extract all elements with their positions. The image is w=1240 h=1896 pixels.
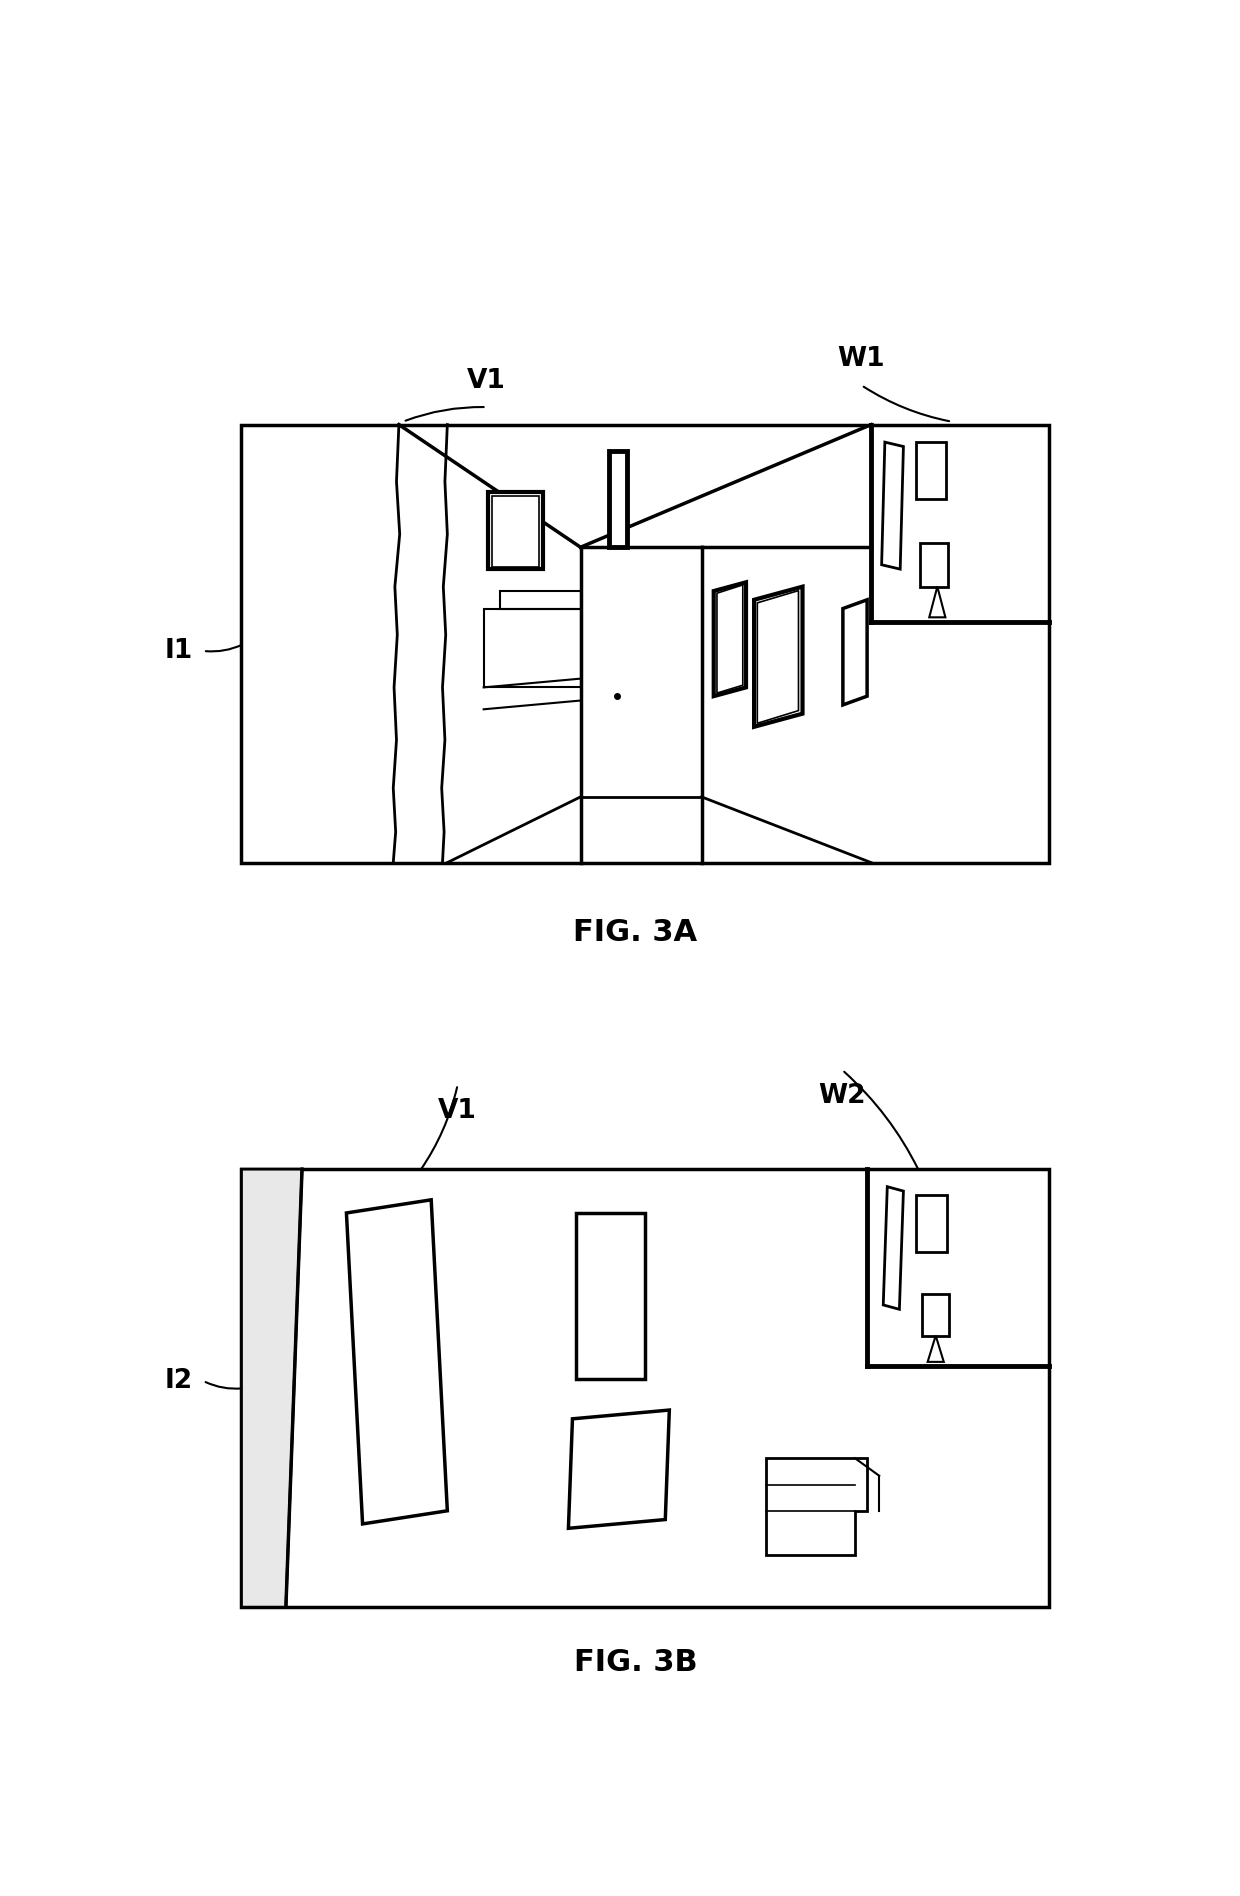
FancyArrowPatch shape <box>844 1071 919 1170</box>
Polygon shape <box>758 590 799 722</box>
Text: FIG. 3A: FIG. 3A <box>573 918 698 948</box>
Bar <box>492 497 538 567</box>
Bar <box>242 425 1049 863</box>
Bar <box>923 1293 949 1335</box>
Polygon shape <box>242 1170 303 1608</box>
Text: I2: I2 <box>165 1367 193 1394</box>
FancyArrowPatch shape <box>420 1086 458 1170</box>
Text: V1: V1 <box>467 368 506 394</box>
Bar <box>609 451 626 548</box>
FancyArrowPatch shape <box>405 408 484 421</box>
Polygon shape <box>766 1458 867 1555</box>
Polygon shape <box>843 599 867 705</box>
Polygon shape <box>568 1411 670 1528</box>
Polygon shape <box>714 582 746 696</box>
Bar <box>242 1170 1049 1608</box>
FancyArrowPatch shape <box>206 645 242 652</box>
Text: W1: W1 <box>837 345 885 372</box>
Text: FIG. 3B: FIG. 3B <box>574 1648 697 1678</box>
Polygon shape <box>717 584 743 694</box>
Bar <box>577 1213 645 1380</box>
Text: W2: W2 <box>818 1083 866 1109</box>
Bar <box>916 1196 947 1253</box>
FancyArrowPatch shape <box>206 1382 242 1388</box>
Text: I1: I1 <box>165 637 193 664</box>
Bar <box>920 542 947 586</box>
FancyArrowPatch shape <box>864 387 949 421</box>
Bar <box>915 442 946 499</box>
Text: V1: V1 <box>438 1098 477 1124</box>
Polygon shape <box>754 586 802 726</box>
Polygon shape <box>346 1200 448 1524</box>
Bar <box>487 493 543 569</box>
